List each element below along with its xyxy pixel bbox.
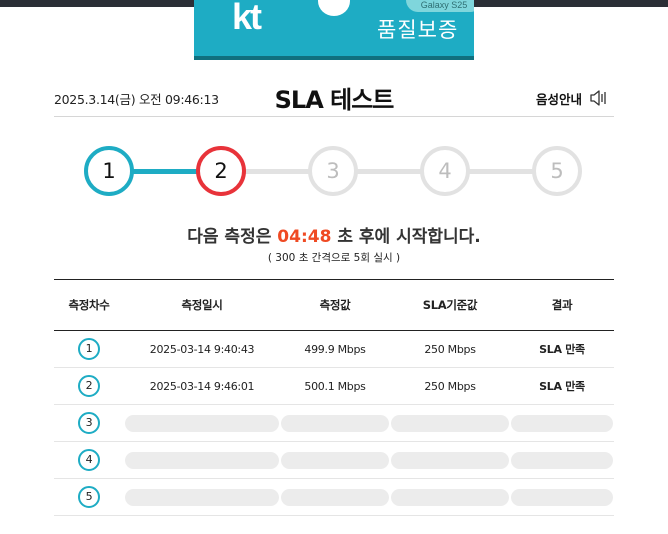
device-pill: Galaxy S25 <box>406 0 474 12</box>
next-test-message: 다음 측정은 04:48 초 후에 시작합니다. <box>0 222 668 247</box>
step-4: 4 <box>420 146 470 196</box>
column-header: 측정일시 <box>124 279 280 331</box>
interval-note: ( 300 초 간격으로 5회 실시 ) <box>267 252 401 264</box>
next-test-prefix: 다음 측정은 <box>187 227 272 247</box>
pending-placeholder <box>125 414 279 432</box>
table-row: 2 2025-03-14 9:46:01 500.1 Mbps 250 Mbps… <box>54 367 614 405</box>
pending-placeholder <box>281 414 389 432</box>
next-test-suffix: 초 후에 시작합니다. <box>337 227 481 247</box>
step-2: 2 <box>196 146 246 196</box>
kt-quality-banner: kt Galaxy S25 품질보증 <box>194 0 474 60</box>
column-header: 측정값 <box>280 279 390 331</box>
measured-value: 500.1 Mbps <box>280 367 390 405</box>
round-badge: 3 <box>78 412 100 434</box>
pending-placeholder <box>511 414 613 432</box>
column-header: SLA기준값 <box>390 279 510 331</box>
current-datetime: 2025.3.14(금) 오전 09:46:13 <box>54 92 219 107</box>
sla-threshold: 250 Mbps <box>390 367 510 405</box>
measured-at: 2025-03-14 9:40:43 <box>124 330 280 368</box>
pending-placeholder <box>391 414 509 432</box>
quality-label: 품질보증 <box>377 18 459 42</box>
page-title: SLA 테스트 <box>54 80 614 115</box>
step-3: 3 <box>308 146 358 196</box>
page-title-text: SLA 테스트 <box>274 86 395 114</box>
step-5: 5 <box>532 146 582 196</box>
measured-value: 499.9 Mbps <box>280 330 390 368</box>
column-header: 결과 <box>510 279 614 331</box>
step-connector <box>236 169 316 174</box>
results-table: 측정차수 측정일시 측정값 SLA기준값 결과 1 2025-03-14 9:4… <box>54 279 614 516</box>
progress-steps: 1 2 3 4 5 <box>84 146 584 196</box>
round-badge: 5 <box>78 486 100 508</box>
measured-at: 2025-03-14 9:46:01 <box>124 367 280 405</box>
step-connector <box>348 169 428 174</box>
pending-placeholder <box>391 488 509 506</box>
pending-placeholder <box>511 488 613 506</box>
table-row: 1 2025-03-14 9:40:43 499.9 Mbps 250 Mbps… <box>54 330 614 368</box>
result-status: SLA 만족 <box>510 367 614 405</box>
pending-placeholder <box>511 451 613 469</box>
voice-guide-label: 음성안내 <box>535 91 582 107</box>
round-badge: 4 <box>78 449 100 471</box>
kt-logo: kt <box>232 0 262 37</box>
table-row: 4 <box>54 441 614 479</box>
pending-placeholder <box>391 451 509 469</box>
step-connector <box>124 169 204 174</box>
voice-guide-button[interactable]: 음성안내 <box>536 88 608 108</box>
step-1: 1 <box>84 146 134 196</box>
pending-placeholder <box>281 451 389 469</box>
column-header: 측정차수 <box>54 279 124 331</box>
countdown: 04:48 <box>277 227 332 247</box>
page-header: 2025.3.14(금) 오전 09:46:13 SLA 테스트 음성안내 <box>54 78 614 117</box>
sla-threshold: 250 Mbps <box>390 330 510 368</box>
speaker-icon <box>590 90 606 106</box>
step-connector <box>460 169 540 174</box>
round-badge: 1 <box>78 338 100 360</box>
round-badge: 2 <box>78 375 100 397</box>
banner-notch <box>318 0 350 16</box>
pending-placeholder <box>281 488 389 506</box>
table-header-row: 측정차수 측정일시 측정값 SLA기준값 결과 <box>54 279 614 331</box>
pending-placeholder <box>125 488 279 506</box>
pending-placeholder <box>125 451 279 469</box>
table-row: 3 <box>54 404 614 442</box>
result-status: SLA 만족 <box>510 330 614 368</box>
table-row: 5 <box>54 478 614 516</box>
